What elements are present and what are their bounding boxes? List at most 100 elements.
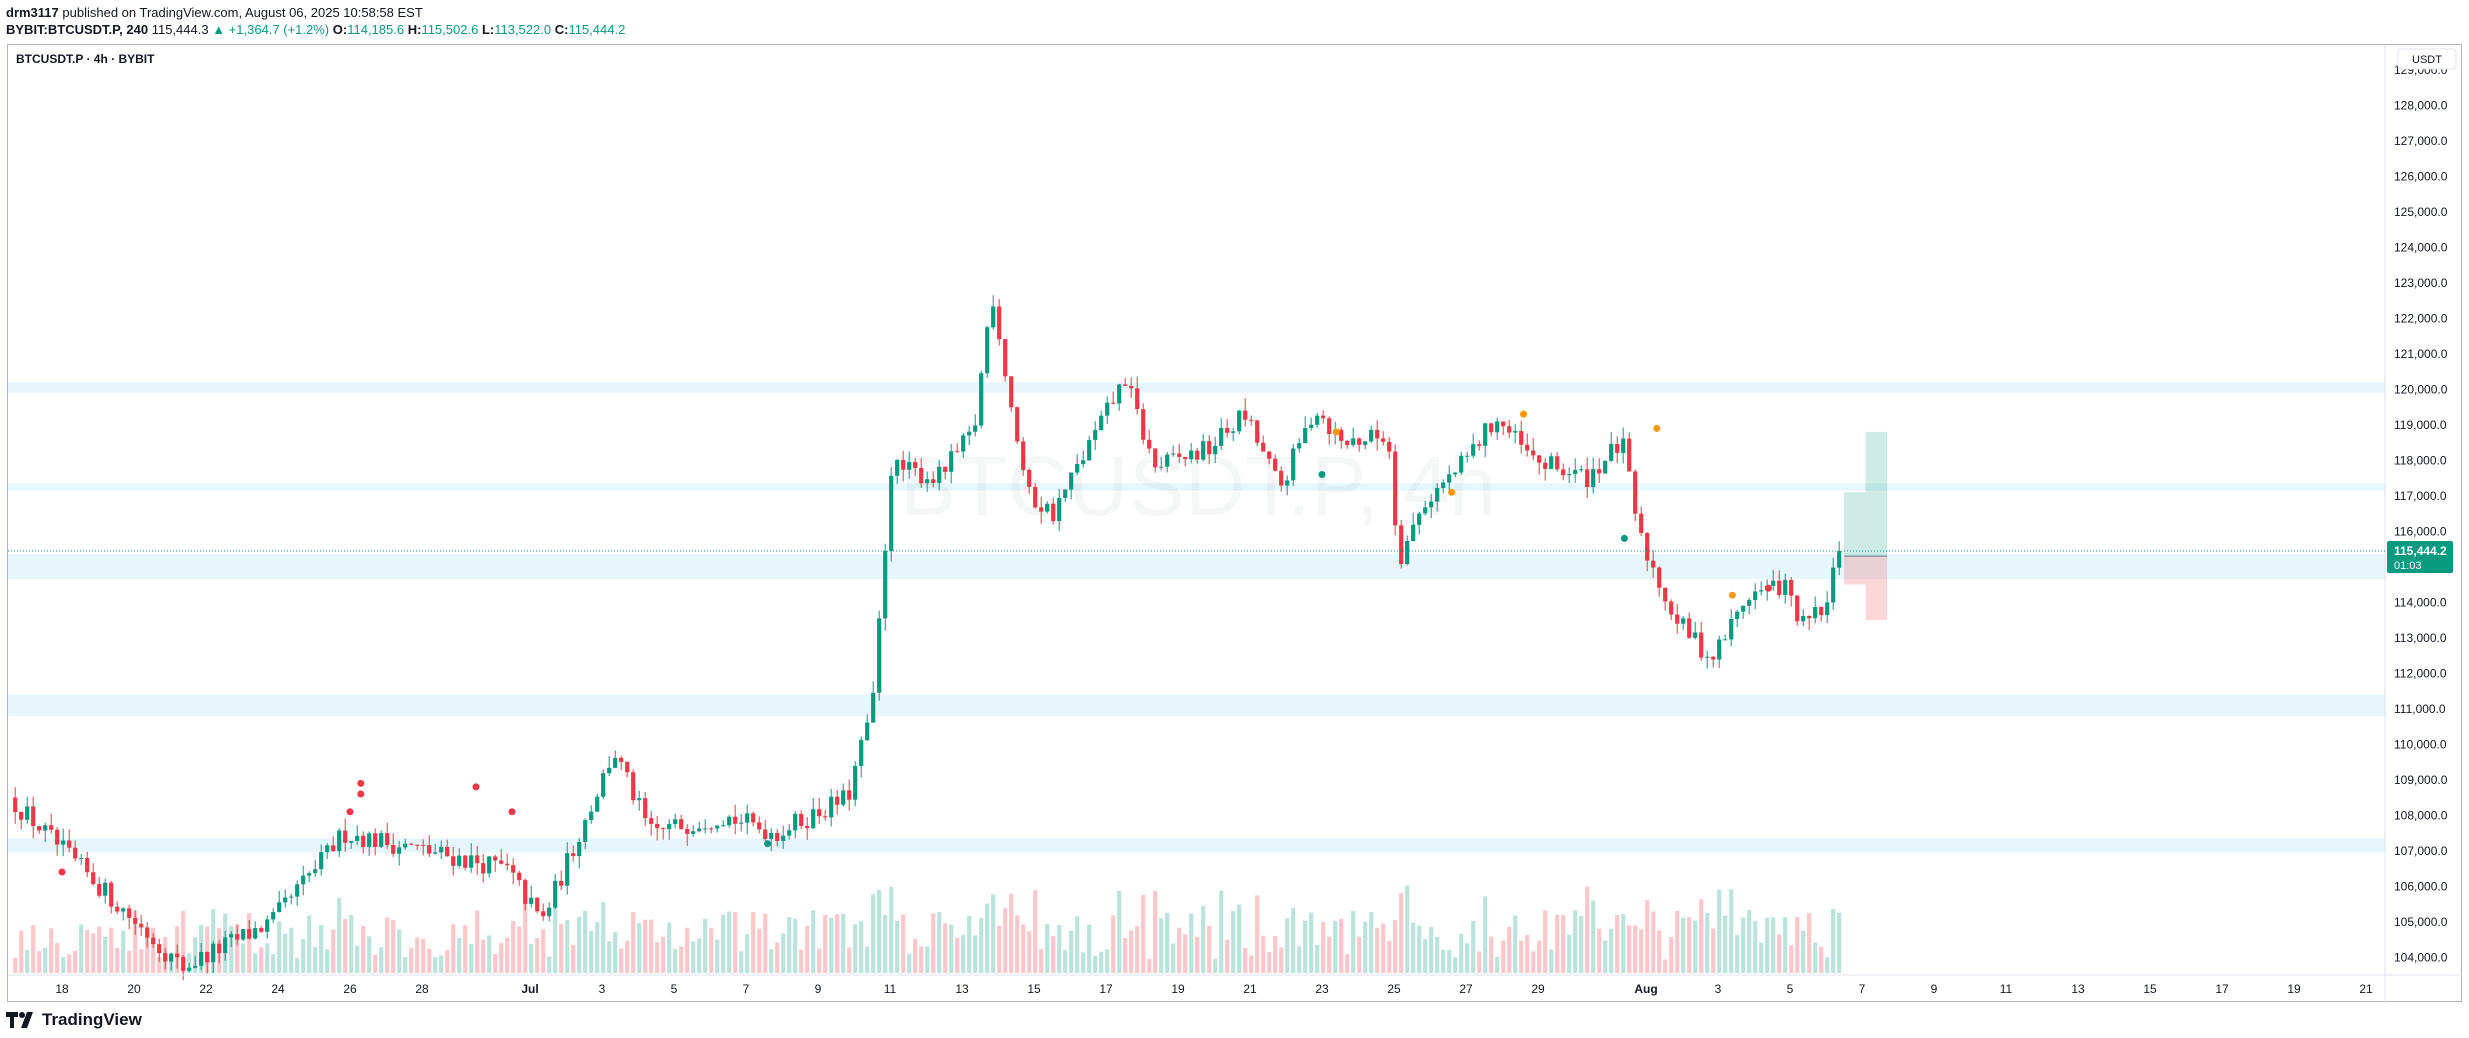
volume-bar <box>505 937 510 973</box>
candle-body <box>577 841 582 857</box>
volume-bar <box>1183 934 1188 973</box>
price-tick-label: 121,000.0 <box>2394 347 2448 361</box>
candle-body <box>1441 482 1446 488</box>
volume-bar <box>859 920 864 973</box>
candle-body <box>175 953 180 958</box>
volume-bar <box>955 937 960 973</box>
volume-bar <box>181 911 186 973</box>
candle-body <box>1291 448 1296 481</box>
candle-body <box>487 856 492 874</box>
position-tool[interactable] <box>1844 431 1888 621</box>
candle-body <box>121 908 126 912</box>
volume-bar <box>565 919 570 973</box>
time-axis[interactable]: 18 20 22 24 26 28 Jul 3 5 7 9 11 13 15 17 19 21 23 25 27 29 A… <box>55 982 2373 996</box>
volume-bar <box>19 930 24 973</box>
candle-body <box>1543 462 1548 469</box>
volume-bar <box>1657 930 1662 973</box>
volume-bar <box>757 928 762 973</box>
candle-body <box>481 863 486 874</box>
candle-body <box>895 460 900 476</box>
time-tick-label: 21 <box>2359 982 2373 996</box>
volume-bar <box>1309 912 1314 973</box>
time-tick-label: Aug <box>1634 982 1657 996</box>
candle-body <box>1561 469 1566 476</box>
candle-body <box>163 953 168 962</box>
volume-bar <box>1285 918 1290 973</box>
volume-bar <box>445 950 450 973</box>
candle-body <box>259 928 264 932</box>
candle-body <box>1549 456 1554 469</box>
volume-bar <box>1573 910 1578 973</box>
volume-bar <box>679 946 684 973</box>
volume-bar <box>1195 936 1200 973</box>
volume-bar <box>1129 930 1134 973</box>
candle-body <box>703 828 708 830</box>
volume-bar <box>1477 951 1482 973</box>
candle-body <box>1537 455 1542 463</box>
currency-button[interactable]: USDT <box>2397 48 2457 70</box>
author-name[interactable]: drm3117 <box>6 5 59 20</box>
volume-bar <box>985 903 990 973</box>
volume-bar <box>97 926 102 973</box>
volume-bar <box>1627 925 1632 973</box>
volume-bar <box>1207 925 1212 973</box>
price-axis[interactable]: 104,000.0 105,000.0 106,000.0 107,000.0 108,… <box>2394 63 2448 964</box>
volume-bar <box>1729 889 1734 973</box>
volume-bar <box>433 957 438 973</box>
volume-bar <box>253 953 258 973</box>
candle-body <box>1759 590 1764 592</box>
candle-body <box>823 816 828 818</box>
candle-body <box>829 796 834 818</box>
chart-frame[interactable]: BTCUSDT.P, 4h 104,000.0 105,000.0 106,000.… <box>7 44 2463 1003</box>
candle-body <box>469 855 474 868</box>
volume-bar <box>1597 928 1602 973</box>
volume-bar <box>583 910 588 973</box>
candle-body <box>1585 469 1590 488</box>
candle-body <box>1645 532 1650 561</box>
volume-bar <box>1759 942 1764 973</box>
volume-bar <box>1693 920 1698 973</box>
candle-body <box>1501 421 1506 427</box>
zone-band <box>8 483 2385 491</box>
candle-body <box>1429 501 1434 508</box>
zone-band <box>8 382 2385 393</box>
candle-body <box>1381 438 1386 442</box>
time-tick-label: 25 <box>1387 982 1401 996</box>
candle-body <box>1357 438 1362 445</box>
volume-bar <box>1417 925 1422 973</box>
candle-body <box>199 951 204 966</box>
volume-bar <box>121 930 126 973</box>
published-text: published on TradingView.com, August 06,… <box>62 5 423 20</box>
price-tick-label: 111,000.0 <box>2394 702 2446 716</box>
volume-bar <box>643 919 648 973</box>
volume-bar <box>1423 939 1428 973</box>
signal-dot <box>1653 424 1661 432</box>
volume-bar <box>1345 954 1350 973</box>
candle-body <box>1207 441 1212 455</box>
tradingview-logo[interactable]: TradingView <box>6 1010 142 1030</box>
candle-body <box>49 825 54 830</box>
time-tick-label: 7 <box>1859 982 1866 996</box>
candle-body <box>1099 415 1104 431</box>
volume-bar <box>1483 896 1488 973</box>
high-label: H: <box>407 22 422 37</box>
candle-body <box>1279 470 1284 486</box>
volume-bar <box>487 935 492 973</box>
volume-bar <box>1279 947 1284 973</box>
candle-body <box>409 843 414 845</box>
candle-body <box>1255 420 1260 443</box>
price-tick-label: 113,000.0 <box>2394 631 2447 645</box>
candle-body <box>517 872 522 881</box>
time-tick-label: 19 <box>1171 982 1185 996</box>
volume-bar <box>667 922 672 973</box>
volume-bar <box>1825 957 1830 973</box>
volume-bar <box>139 949 144 973</box>
low-value: 113,522.0 <box>494 22 552 37</box>
price-chart[interactable]: BTCUSDT.P, 4h 104,000.0105,000.0106,000.… <box>8 45 2463 1003</box>
volume-bar <box>325 949 330 973</box>
volume-bar <box>1507 927 1512 973</box>
candle-body <box>733 816 738 824</box>
candle-body <box>1411 524 1416 542</box>
volume-bar <box>313 947 318 973</box>
volume-bar <box>949 924 954 973</box>
